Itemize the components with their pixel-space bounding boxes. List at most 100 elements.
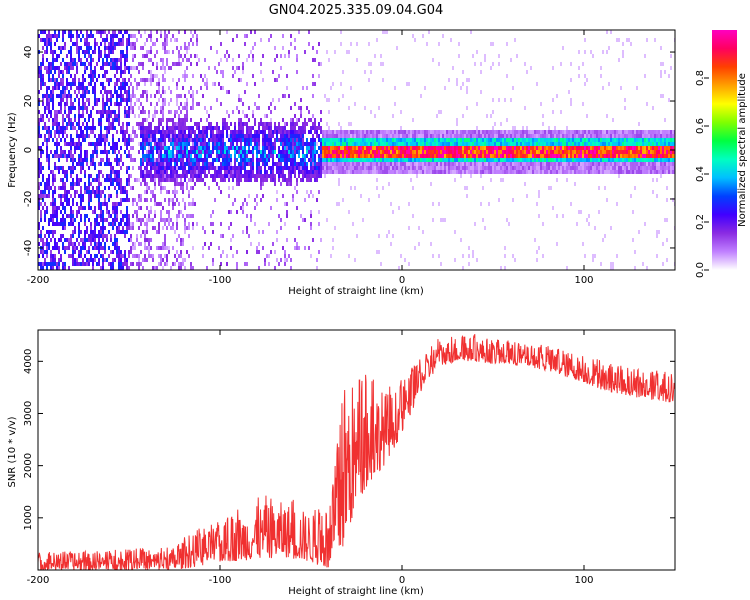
spectrogram-cell (84, 62, 86, 66)
spectrogram-cell (148, 242, 150, 246)
spectrogram-cell (262, 142, 264, 146)
spectrogram-cell (190, 38, 192, 42)
spectrogram-cell (146, 150, 148, 154)
spectrogram-cell (178, 54, 180, 58)
spectrogram-cell (166, 254, 168, 258)
spectrogram-cell (170, 266, 172, 270)
spectrogram-cell (154, 186, 156, 190)
spectrogram-cell (48, 182, 50, 186)
spectrogram-cell (98, 118, 100, 122)
spectrogram-cell (88, 34, 90, 38)
spectrogram-cell (288, 154, 290, 158)
spectrogram-cell (220, 58, 222, 62)
spectrogram-cell (288, 130, 290, 134)
spectrogram-cell (160, 58, 162, 62)
spectrogram-cell (120, 266, 122, 270)
spectrogram-cell (118, 202, 120, 206)
spectrogram-cell (58, 86, 60, 90)
spectrogram-cell (64, 106, 66, 110)
spectrogram-cell (474, 166, 476, 170)
spectrogram-cell (350, 42, 352, 46)
spectrogram-cell (220, 166, 222, 170)
spectrogram-cell (514, 150, 516, 154)
spectrogram-cell (284, 134, 286, 138)
spectrogram-cell (138, 30, 140, 34)
spectrogram-cell (268, 130, 270, 134)
spectrogram-cell (410, 146, 412, 150)
spectrogram-cell (38, 146, 40, 150)
spectrogram-cell (106, 238, 108, 242)
spectrogram-cell (376, 142, 378, 146)
spectrogram-cell (84, 70, 86, 74)
spectrogram-cell (522, 170, 524, 174)
spectrogram-cell (122, 138, 124, 142)
spectrogram-cell (430, 166, 432, 170)
spectrogram-cell (438, 146, 440, 150)
spectrogram-cell (138, 226, 140, 230)
spectrogram-cell (72, 258, 74, 262)
spectrogram-cell (132, 222, 134, 226)
spectrogram-cell (50, 34, 52, 38)
spectrogram-cell (388, 182, 390, 186)
spectrogram-cell (294, 142, 296, 146)
spectrogram-cell (58, 94, 60, 98)
spectrogram-cell (542, 134, 544, 138)
spectrogram-cell (198, 178, 200, 182)
spectrogram-cell (118, 66, 120, 70)
spectrogram-cell (440, 166, 442, 170)
spectrogram-cell (178, 122, 180, 126)
spectrogram-cell (254, 122, 256, 126)
spectrogram-cell (60, 50, 62, 54)
spectrogram-cell (100, 110, 102, 114)
spectrogram-cell (80, 158, 82, 162)
spectrogram-cell (254, 206, 256, 210)
spectrogram-cell (412, 162, 414, 166)
spectrogram-cell (170, 126, 172, 130)
spectrogram-cell (158, 142, 160, 146)
spectrogram-cell (496, 154, 498, 158)
spectrogram-cell (304, 246, 306, 250)
spectrogram-cell (152, 130, 154, 134)
spectrogram-cell (384, 134, 386, 138)
spectrogram-cell (134, 34, 136, 38)
spectrogram-cell (442, 142, 444, 146)
spectrogram-cell (58, 250, 60, 254)
spectrogram-cell (72, 210, 74, 214)
spectrogram-cell (284, 130, 286, 134)
spectrogram-cell (116, 210, 118, 214)
spectrogram-cell (300, 170, 302, 174)
spectrogram-cell (130, 250, 132, 254)
spectrogram-cell (38, 226, 40, 230)
spectrogram-cell (114, 46, 116, 50)
spectrogram-cell (92, 130, 94, 134)
spectrogram-cell (290, 162, 292, 166)
spectrogram-cell (82, 206, 84, 210)
spectrogram-cell (282, 178, 284, 182)
spectrogram-cell (482, 142, 484, 146)
spectrogram-cell (204, 162, 206, 166)
spectrogram-cell (86, 42, 88, 46)
spectrogram-cell (538, 162, 540, 166)
spectrogram-cell (90, 126, 92, 130)
spectrogram-cell (312, 58, 314, 62)
spectrogram-cell (140, 102, 142, 106)
spectrogram-cell (296, 182, 298, 186)
spectrogram-cell (438, 154, 440, 158)
spectrogram-cell (188, 178, 190, 182)
spectrogram-cell (118, 266, 120, 270)
spectrogram-cell (258, 266, 260, 270)
spectrogram-cell (60, 130, 62, 134)
spectrogram-cell (336, 162, 338, 166)
spectrogram-cell (114, 66, 116, 70)
spectrogram-cell (310, 166, 312, 170)
spectrogram-cell (508, 166, 510, 170)
spectrogram-cell (472, 254, 474, 258)
spectrogram-cell (314, 170, 316, 174)
spectrogram-cell (104, 54, 106, 58)
spectrogram-cell (54, 222, 56, 226)
spectrogram-cell (270, 118, 272, 122)
spectrogram-cell (302, 146, 304, 150)
spectrogram-cell (284, 142, 286, 146)
spectrogram-cell (490, 166, 492, 170)
spectrogram-cell (438, 142, 440, 146)
